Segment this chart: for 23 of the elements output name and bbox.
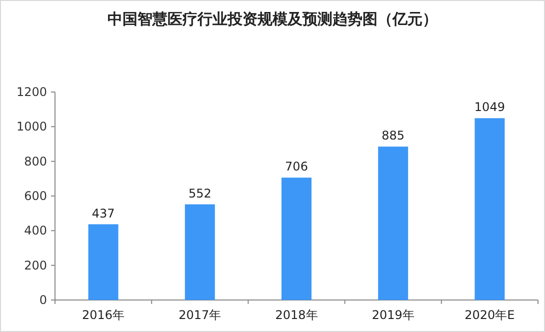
chart-title: 中国智慧医疗行业投资规模及预测趋势图（亿元） <box>108 10 438 28</box>
bar <box>184 204 215 300</box>
y-tick-label: 200 <box>24 258 47 272</box>
bar <box>282 178 312 300</box>
y-tick-label: 400 <box>24 224 47 238</box>
bar <box>474 118 505 300</box>
x-tick-label: 2018年 <box>275 308 318 322</box>
x-tick-label: 2019年 <box>372 308 414 322</box>
bar <box>378 146 408 300</box>
x-tick-label: 2017年 <box>178 308 222 322</box>
data-label: 552 <box>188 186 212 200</box>
bar <box>88 224 118 300</box>
x-tick-label: 2020年E <box>464 308 515 322</box>
x-tick-label: 2016年 <box>82 308 125 322</box>
data-label: 437 <box>92 206 115 220</box>
y-tick-label: 0 <box>39 293 47 307</box>
data-label: 706 <box>285 160 308 174</box>
y-tick-label: 800 <box>24 154 47 168</box>
data-label: 1049 <box>474 100 505 114</box>
y-tick-label: 1000 <box>16 120 47 134</box>
y-tick-label: 600 <box>24 189 47 203</box>
y-tick-label: 1200 <box>16 85 47 99</box>
data-label: 885 <box>382 128 405 143</box>
